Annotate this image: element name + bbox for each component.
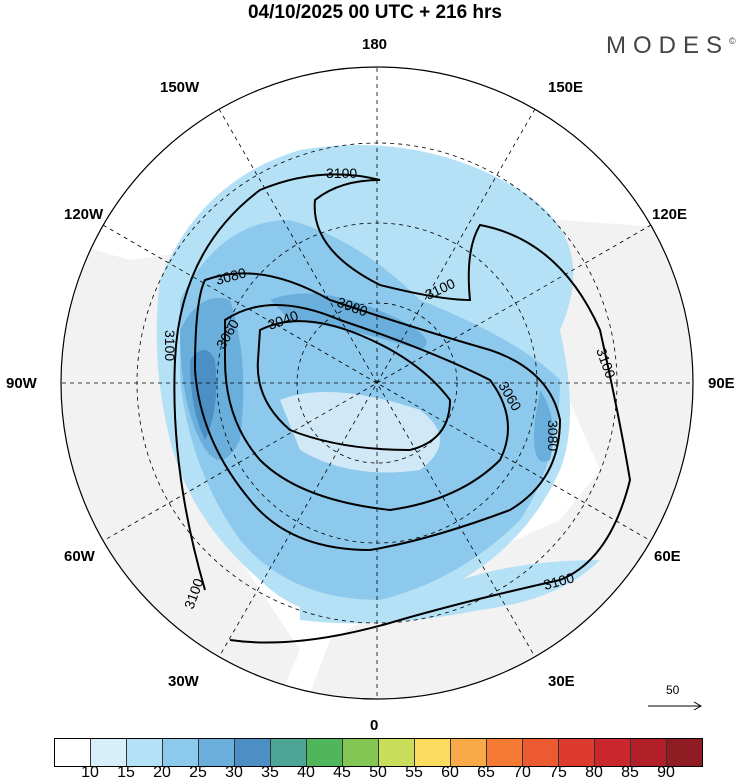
contour-label: 3080	[214, 264, 248, 288]
colorbar-swatch	[199, 739, 235, 766]
graticule	[61, 67, 693, 699]
lon-label-30w: 30W	[168, 673, 199, 690]
lon-label-120e: 120E	[652, 206, 688, 223]
colorbar-ticks: 10 15 20 25 30 35 40 45 50 55 60 65 70 75 80 85 90	[0, 764, 750, 782]
colorbar-tick-label: 80	[585, 764, 603, 781]
colorbar-tick-label: 90	[657, 764, 675, 781]
lon-label-90w: 90W	[6, 375, 37, 392]
reference-vector-label: 50	[666, 683, 680, 697]
colorbar-swatch	[487, 739, 523, 766]
colorbar-tick-label: 65	[477, 764, 495, 781]
map-border	[60, 66, 694, 700]
lon-label-60e: 60E	[654, 548, 681, 565]
colorbar-swatch	[415, 739, 451, 766]
lon-label-150e: 150E	[548, 79, 584, 96]
colorbar-tick-label: 20	[153, 764, 171, 781]
colorbar-tick-label: 70	[513, 764, 531, 781]
colorbar-tick-label: 40	[297, 764, 315, 781]
lon-label-120w: 120W	[64, 206, 104, 223]
colorbar-tick-label: 55	[405, 764, 423, 781]
arrowhead-icon	[693, 701, 703, 711]
lon-label-0: 0	[370, 717, 379, 734]
colorbar-swatch	[559, 739, 595, 766]
colorbar-swatch	[271, 739, 307, 766]
contour-label: 3080	[545, 420, 561, 451]
colorbar-swatch	[451, 739, 487, 766]
colorbar-tick-label: 35	[261, 764, 279, 781]
colorbar-swatch	[91, 739, 127, 766]
colorbar	[54, 738, 703, 767]
colorbar-swatch	[595, 739, 631, 766]
lon-label-180: 180	[362, 36, 388, 53]
logo-text: MODES	[606, 32, 730, 59]
colorbar-swatch	[379, 739, 415, 766]
colorbar-tick-label: 60	[441, 764, 459, 781]
contour-label: 3100	[162, 330, 178, 361]
lon-label-150w: 150W	[160, 79, 200, 96]
colorbar-tick-label: 30	[225, 764, 243, 781]
modes-logo: MODES©	[606, 32, 736, 60]
colorbar-tick-label: 45	[333, 764, 351, 781]
colorbar-tick-label: 85	[621, 764, 639, 781]
colorbar-swatch	[523, 739, 559, 766]
logo-mark: ©	[729, 36, 736, 46]
colorbar-swatch	[163, 739, 199, 766]
colorbar-tick-label: 10	[81, 764, 99, 781]
map-title: 04/10/2025 00 UTC + 216 hrs	[247, 2, 503, 23]
colorbar-tick-label: 25	[189, 764, 207, 781]
colorbar-swatch	[631, 739, 667, 766]
lon-label-90e: 90E	[708, 375, 735, 392]
colorbar-swatch	[667, 739, 702, 766]
colorbar-swatch	[235, 739, 271, 766]
lon-label-60w: 60W	[64, 548, 95, 565]
colorbar-tick-label: 50	[369, 764, 387, 781]
colorbar-swatch	[307, 739, 343, 766]
contour-label: 3100	[542, 569, 576, 593]
contour-label: 3100	[326, 165, 357, 181]
lon-label-30e: 30E	[548, 673, 575, 690]
colorbar-tick-label: 15	[117, 764, 135, 781]
colorbar-swatch	[127, 739, 163, 766]
colorbar-swatch	[343, 739, 379, 766]
colorbar-swatch	[55, 739, 91, 766]
colorbar-tick-label: 75	[549, 764, 567, 781]
